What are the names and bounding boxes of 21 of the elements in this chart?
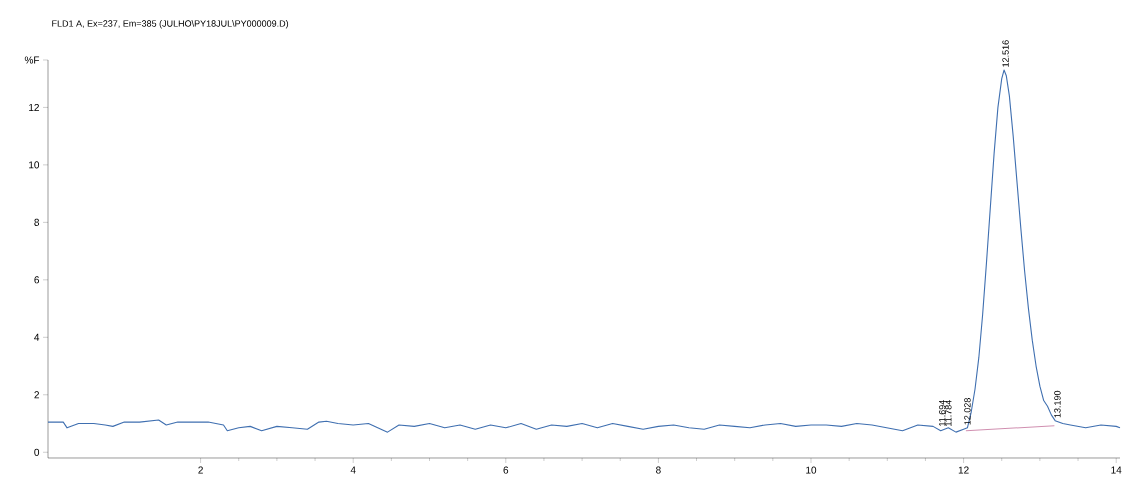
annotation: 12.028: [964, 398, 971, 425]
y-tick-label: 0: [34, 448, 40, 456]
annotation: 12.516: [1002, 40, 1009, 67]
annotation: 11.784: [945, 400, 952, 426]
x-tick-label: 8: [656, 466, 661, 474]
x-tick-label: 10: [806, 466, 817, 474]
x-tick-label: 2: [198, 466, 203, 474]
annotation: 13.190: [1054, 390, 1061, 418]
y-tick-label: 6: [34, 276, 40, 284]
y-tick-label: %F: [24, 56, 40, 64]
y-tick-label: 4: [34, 333, 40, 341]
x-tick-label: 14: [1111, 466, 1122, 474]
y-tick-label: 12: [29, 103, 39, 111]
x-tick-label: 12: [958, 466, 969, 474]
x-tick-label: 6: [503, 466, 509, 474]
y-tick-label: 2: [34, 391, 39, 399]
y-tick-label: 10: [29, 161, 40, 169]
y-tick-label: 8: [34, 218, 40, 226]
annotation: 11.694: [939, 400, 946, 426]
chart-title: FLD1 A, Ex=237, Em=385 (JULHO\PY18JUL\PY000009.D): [52, 20, 289, 29]
x-tick-label: 4: [350, 466, 356, 474]
